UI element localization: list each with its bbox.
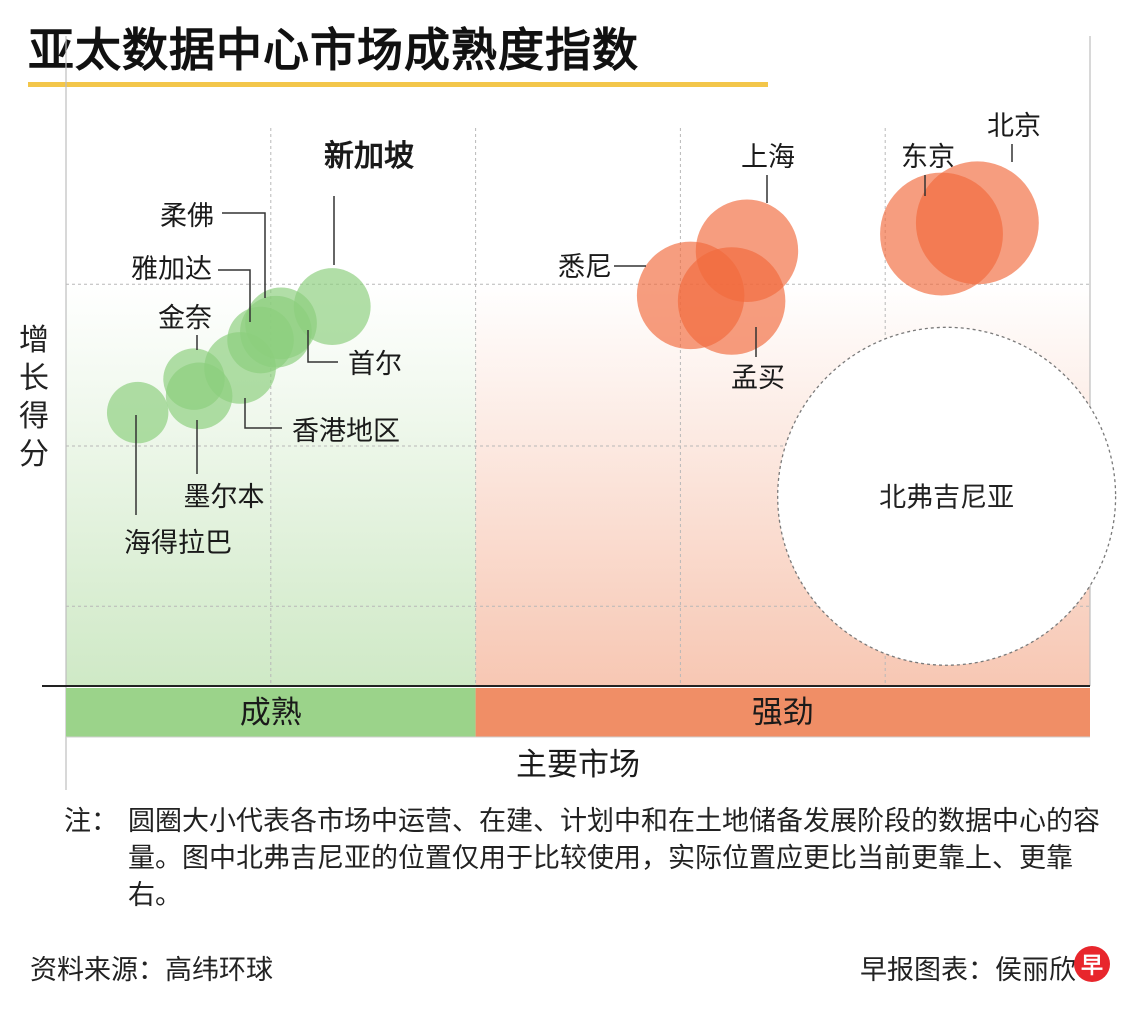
leader-line-mature-6 [307,330,338,363]
bubble-label-strong-2: 上海 [741,142,795,173]
bubble-label-mature-7: 新加坡 [324,139,414,174]
category-band-mature [66,688,476,737]
note-text: 圆圈大小代表各市场中运营、在建、计划中和在土地储备发展阶段的数据中心的容量。图中… [128,806,1100,911]
bubble-label-northern-virginia: 北弗吉尼亚 [879,482,1014,513]
title-underline [28,82,768,87]
bubble-label-strong-1: 孟买 [731,363,785,394]
bubble-mature-7 [293,268,371,345]
category-label-strong: 强劲 [752,695,814,731]
leader-line-mature-5 [222,212,266,298]
note-label: 注： [64,806,118,837]
bubble-strong-2 [695,199,799,302]
source-text: 资料来源：高纬环球 [30,955,273,986]
leader-line-mature-3 [244,398,282,429]
zaobao-logo: 早 [1074,946,1110,982]
category-band-strong [475,688,1091,737]
leader-line-mature-4 [218,269,251,322]
bubble-mature-0 [106,381,169,444]
category-label-mature: 成熟 [240,695,302,731]
y-axis-label: 增长得分 [19,323,49,472]
bubble-label-mature-2: 金奈 [158,303,212,334]
chart-title: 亚太数据中心市场成熟度指数 [28,23,639,77]
x-axis-label: 主要市场 [516,747,640,783]
bubble-label-mature-5: 柔佛 [160,201,214,232]
credit-text: 早报图表：侯丽欣 [860,955,1076,986]
bubble-label-mature-1: 墨尔本 [184,482,265,513]
bubble-label-mature-6: 首尔 [348,349,402,380]
bubble-strong-4 [915,161,1039,285]
bubble-label-strong-0: 悉尼 [558,252,612,283]
bubble-label-strong-3: 东京 [901,142,955,173]
bubble-label-strong-4: 北京 [987,111,1041,142]
bubble-label-mature-3: 香港地区 [292,416,400,447]
bubble-label-mature-0: 海得拉巴 [124,528,232,559]
note: 注： 圆圈大小代表各市场中运营、在建、计划中和在土地储备发展阶段的数据中心的容量… [64,803,1104,914]
bubble-northern-virginia [777,326,1117,666]
bubble-label-mature-4: 雅加达 [131,254,212,285]
